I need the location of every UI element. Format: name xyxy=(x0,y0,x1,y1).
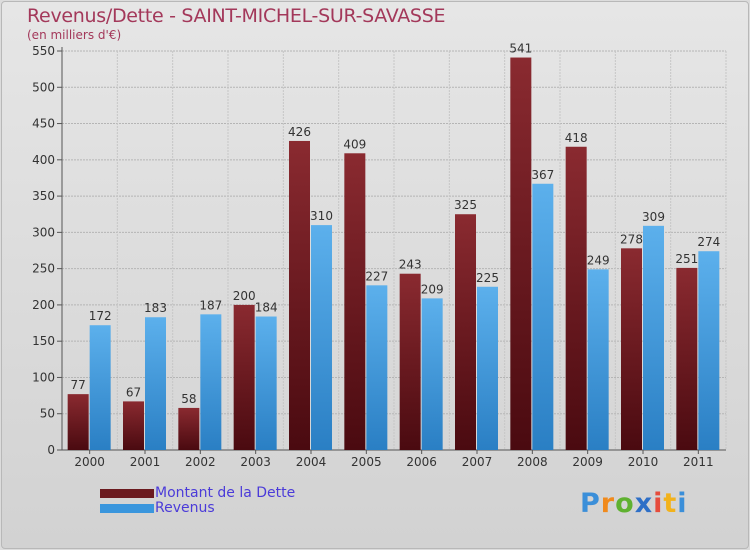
bar-dette xyxy=(455,214,476,450)
data-label-dette: 426 xyxy=(288,125,311,139)
bar-revenus xyxy=(200,314,222,450)
data-label-dette: 251 xyxy=(675,252,698,266)
x-tick-label: 2007 xyxy=(462,455,493,469)
logo-letter: o xyxy=(615,488,635,519)
chart-subtitle: (en milliers d'€) xyxy=(27,28,122,42)
data-label-dette: 541 xyxy=(509,42,532,56)
bar-revenus xyxy=(587,269,609,450)
y-tick-label: 150 xyxy=(32,334,55,348)
data-label-revenus: 249 xyxy=(587,253,610,267)
bar-revenus xyxy=(255,316,277,450)
y-tick-label: 500 xyxy=(32,80,55,94)
bar-revenus xyxy=(89,325,111,450)
y-tick-label: 50 xyxy=(40,407,55,421)
bar-dette xyxy=(399,273,421,450)
x-tick-label: 2010 xyxy=(628,455,659,469)
bar-dette xyxy=(67,394,89,450)
y-tick-label: 350 xyxy=(32,189,55,203)
x-tick-label: 2009 xyxy=(572,455,603,469)
data-label-revenus: 187 xyxy=(199,298,222,312)
logo-letter: r xyxy=(600,488,616,519)
x-tick-label: 2011 xyxy=(683,455,714,469)
bar-revenus xyxy=(698,251,720,450)
legend-swatch-dette xyxy=(100,489,154,498)
bar-dette xyxy=(565,146,587,450)
bars-group xyxy=(67,57,720,451)
x-axis: 2000 2001 2002 2003 2004 2005 2006 2007 2008 2009… xyxy=(74,450,714,469)
data-label-revenus: 172 xyxy=(89,309,112,323)
x-tick-label: 2006 xyxy=(406,455,437,469)
bar-dette xyxy=(621,248,642,450)
bar-revenus xyxy=(643,225,664,450)
logo-letter: t xyxy=(663,488,678,519)
y-tick-label: 250 xyxy=(32,262,55,276)
data-label-revenus: 309 xyxy=(642,210,665,224)
bar-revenus xyxy=(421,298,443,450)
data-label-dette: 58 xyxy=(181,392,196,406)
data-label-revenus: 274 xyxy=(697,235,720,249)
bar-revenus xyxy=(532,183,554,450)
y-tick-label: 400 xyxy=(32,153,55,167)
data-label-revenus: 183 xyxy=(144,301,167,315)
data-label-dette: 409 xyxy=(343,137,366,151)
bar-dette xyxy=(123,401,144,450)
bar-dette xyxy=(233,304,255,450)
x-tick-label: 2003 xyxy=(240,455,271,469)
data-label-dette: 67 xyxy=(126,385,141,399)
legend-label-revenus: Revenus xyxy=(155,500,215,516)
bar-revenus xyxy=(366,285,388,450)
bar-revenus xyxy=(477,286,498,450)
y-tick-label: 200 xyxy=(32,298,55,312)
legend-swatch-revenus xyxy=(100,504,154,513)
y-tick-label: 550 xyxy=(32,44,55,58)
logo-letter: P xyxy=(580,488,601,519)
bar-dette xyxy=(510,57,532,451)
y-tick-label: 450 xyxy=(32,117,55,131)
proxiti-logo: Proxiti xyxy=(580,488,688,519)
data-label-revenus: 227 xyxy=(365,269,388,283)
y-tick-label: 100 xyxy=(32,370,55,384)
y-axis: 0 50 100 150 200 250 300 350 400 450 500 550 xyxy=(32,44,726,457)
data-label-revenus: 209 xyxy=(421,282,444,296)
x-tick-label: 2002 xyxy=(185,455,216,469)
logo-letter: i xyxy=(677,488,688,519)
x-tick-label: 2004 xyxy=(296,455,327,469)
x-tick-label: 2008 xyxy=(517,455,548,469)
x-tick-label: 2000 xyxy=(74,455,105,469)
data-label-dette: 77 xyxy=(71,378,86,392)
data-label-dette: 325 xyxy=(454,198,477,212)
x-tick-label: 2001 xyxy=(130,455,161,469)
bar-dette xyxy=(178,407,200,450)
bar-revenus xyxy=(145,317,166,450)
logo-letter: x xyxy=(634,488,654,519)
data-label-dette: 418 xyxy=(565,131,588,145)
bar-revenus xyxy=(311,225,332,450)
grid-lines xyxy=(61,50,727,451)
data-label-revenus: 310 xyxy=(310,209,333,223)
data-label-dette: 200 xyxy=(233,289,256,303)
legend-label-dette: Montant de la Dette xyxy=(155,485,296,501)
data-label-dette: 278 xyxy=(620,232,643,246)
logo-letter: i xyxy=(653,488,664,519)
bar-dette xyxy=(344,153,366,450)
data-label-dette: 243 xyxy=(399,258,422,272)
data-label-revenus: 184 xyxy=(255,301,278,315)
x-tick-label: 2005 xyxy=(351,455,382,469)
y-tick-label: 0 xyxy=(47,443,55,457)
bar-dette xyxy=(676,267,698,450)
bar-dette xyxy=(289,140,310,450)
chart-title: Revenus/Dette - SAINT-MICHEL-SUR-SAVASSE xyxy=(27,5,446,27)
data-label-revenus: 225 xyxy=(476,271,499,285)
data-label-revenus: 367 xyxy=(531,168,554,182)
y-tick-label: 300 xyxy=(32,225,55,239)
